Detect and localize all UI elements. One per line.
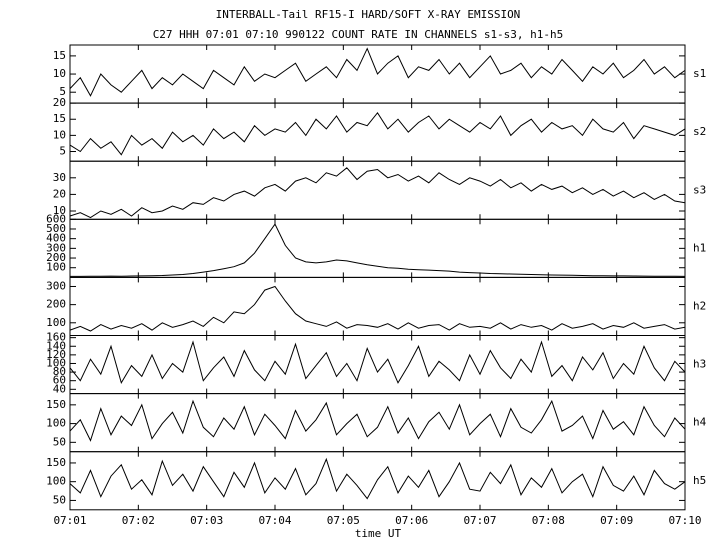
y-tick-label: 100 [46,356,66,369]
trace [69,111,686,156]
y-tick-label: 200 [46,251,66,264]
x-tick-label: 07:01 [53,514,86,527]
y-tick-label: 5 [59,145,66,158]
x-tick-label: 07:08 [532,514,565,527]
y-tick-label: 15 [53,112,66,125]
y-tick-label: 600 [46,212,66,225]
y-tick-label: 150 [46,398,66,411]
x-axis-label: time UT [355,527,402,540]
chart-subtitle: C27 HHH 07:01 07:10 990122 COUNT RATE IN… [153,28,564,41]
panel-frame [69,335,686,395]
panel-frame [69,102,686,162]
y-tick-label: 80 [53,365,66,378]
trace [69,457,686,500]
x-tick-label: 07:09 [600,514,633,527]
y-tick-label: 20 [53,187,66,200]
channel-label: h1 [693,241,706,254]
x-tick-label: 07:10 [668,514,701,527]
y-tick-label: 400 [46,232,66,245]
y-tick-label: 50 [53,435,66,448]
y-tick-label: 5 [59,85,66,98]
trace [70,223,686,277]
x-tick-label: 07:04 [258,514,291,527]
y-tick-label: 10 [53,67,66,80]
y-tick-label: 100 [46,417,66,430]
panel-frame [69,393,686,453]
y-tick-label: 300 [46,241,66,254]
channel-label: s3 [693,183,706,196]
y-tick-label: 10 [53,128,66,141]
y-tick-label: 50 [53,493,66,506]
x-tick-label: 07:06 [395,514,428,527]
x-tick-label: 07:07 [463,514,496,527]
y-tick-label: 300 [46,279,66,292]
y-tick-label: 60 [53,374,66,387]
y-tick-label: 200 [46,298,66,311]
channel-label: h2 [693,299,706,312]
y-tick-label: 120 [46,348,66,361]
channel-label: h3 [693,358,706,371]
y-tick-label: 100 [46,475,66,488]
trace [69,167,686,219]
chart-title: INTERBALL-Tail RF15-I HARD/SOFT X-RAY EM… [216,8,521,21]
y-tick-label: 500 [46,222,66,235]
channel-label: s2 [693,125,706,138]
panel-frame [69,218,686,278]
y-tick-label: 140 [46,339,66,352]
channel-label: h4 [693,416,707,429]
trace [69,285,686,332]
trace [69,340,686,385]
trace [69,399,686,442]
channel-label: h5 [693,474,706,487]
y-tick-label: 100 [46,261,66,274]
x-tick-label: 07:02 [122,514,155,527]
y-tick-label: 30 [53,171,66,184]
x-tick-label: 07:03 [190,514,223,527]
y-tick-label: 100 [46,316,66,329]
y-tick-label: 15 [53,49,66,62]
y-tick-label: 160 [46,331,66,344]
y-tick-label: 40 [53,382,66,395]
y-tick-label: 150 [46,456,66,469]
x-tick-label: 07:05 [327,514,360,527]
panel-frame [69,451,686,511]
y-tick-label: 20 [53,96,66,109]
channel-label: s1 [693,67,706,80]
y-tick-label: 10 [53,204,66,217]
trace [69,47,686,97]
